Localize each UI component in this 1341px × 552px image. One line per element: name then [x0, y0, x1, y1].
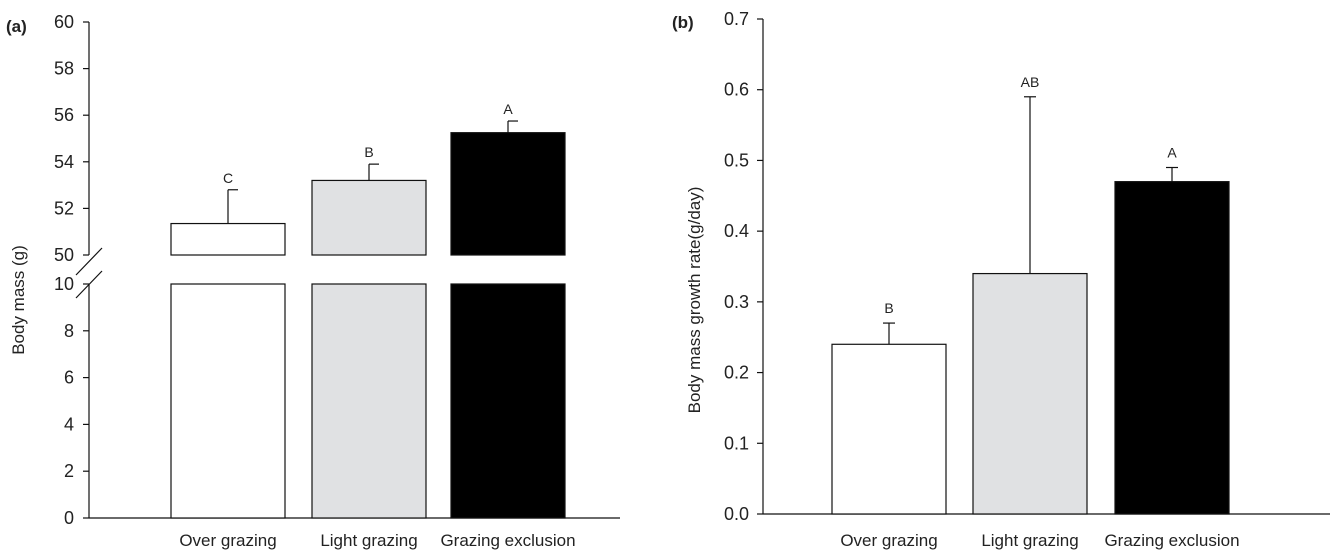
- y-tick-label: 4: [64, 414, 74, 434]
- y-tick-label: 6: [64, 368, 74, 388]
- y-tick-label: 0: [64, 508, 74, 528]
- x-tick-label: Light grazing: [981, 531, 1078, 550]
- y-tick-label: 54: [54, 152, 74, 172]
- panel-b: (b) Body mass growth rate(g/day) 0.0 0.1 0…: [672, 9, 1330, 550]
- y-tick-label: 52: [54, 198, 74, 218]
- x-tick-label: Over grazing: [840, 531, 937, 550]
- significance-letter: A: [503, 101, 513, 117]
- bar: [170, 222, 286, 256]
- panel-a: (a) Body mass (g) 0 2 4 6 8 10 50 52 54 56 58 60 C B…: [6, 12, 620, 550]
- y-tick-label: 0.5: [724, 150, 749, 170]
- bar: [450, 283, 566, 519]
- panel-a-y-axis-label: Body mass (g): [9, 245, 28, 355]
- bar: [311, 283, 427, 519]
- x-tick-label: Grazing exclusion: [1104, 531, 1239, 550]
- y-tick-label: 0.6: [724, 80, 749, 100]
- x-tick-label: Grazing exclusion: [440, 531, 575, 550]
- y-tick-label: 10: [54, 274, 74, 294]
- panel-b-label: (b): [672, 13, 694, 32]
- y-tick-label: 0.2: [724, 363, 749, 383]
- panel-a-axis-break-mark: [75, 270, 103, 299]
- y-tick-label: 60: [54, 12, 74, 32]
- x-tick-label: Over grazing: [179, 531, 276, 550]
- x-tick-label: Light grazing: [320, 531, 417, 550]
- y-tick-label: 56: [54, 105, 74, 125]
- bar: [972, 272, 1088, 515]
- bar: [831, 343, 947, 515]
- y-tick-label: 50: [54, 245, 74, 265]
- significance-letter: B: [884, 300, 893, 316]
- y-tick-label: 58: [54, 59, 74, 79]
- y-tick-label: 2: [64, 461, 74, 481]
- y-tick-label: 0.0: [724, 504, 749, 524]
- significance-letter: A: [1167, 145, 1177, 161]
- significance-letter: AB: [1021, 74, 1040, 90]
- bar: [450, 132, 566, 256]
- panel-a-label: (a): [6, 17, 27, 36]
- bar: [1114, 181, 1230, 515]
- significance-letter: B: [364, 144, 373, 160]
- panel-b-y-axis-label: Body mass growth rate(g/day): [685, 187, 704, 414]
- y-tick-label: 8: [64, 321, 74, 341]
- y-tick-label: 0.7: [724, 9, 749, 29]
- y-tick-label: 0.1: [724, 433, 749, 453]
- significance-letter: C: [223, 170, 233, 186]
- y-tick-label: 0.3: [724, 292, 749, 312]
- y-tick-label: 0.4: [724, 221, 749, 241]
- bar: [311, 179, 427, 256]
- bar: [170, 283, 286, 519]
- panel-a-axis-break-mark: [75, 247, 103, 276]
